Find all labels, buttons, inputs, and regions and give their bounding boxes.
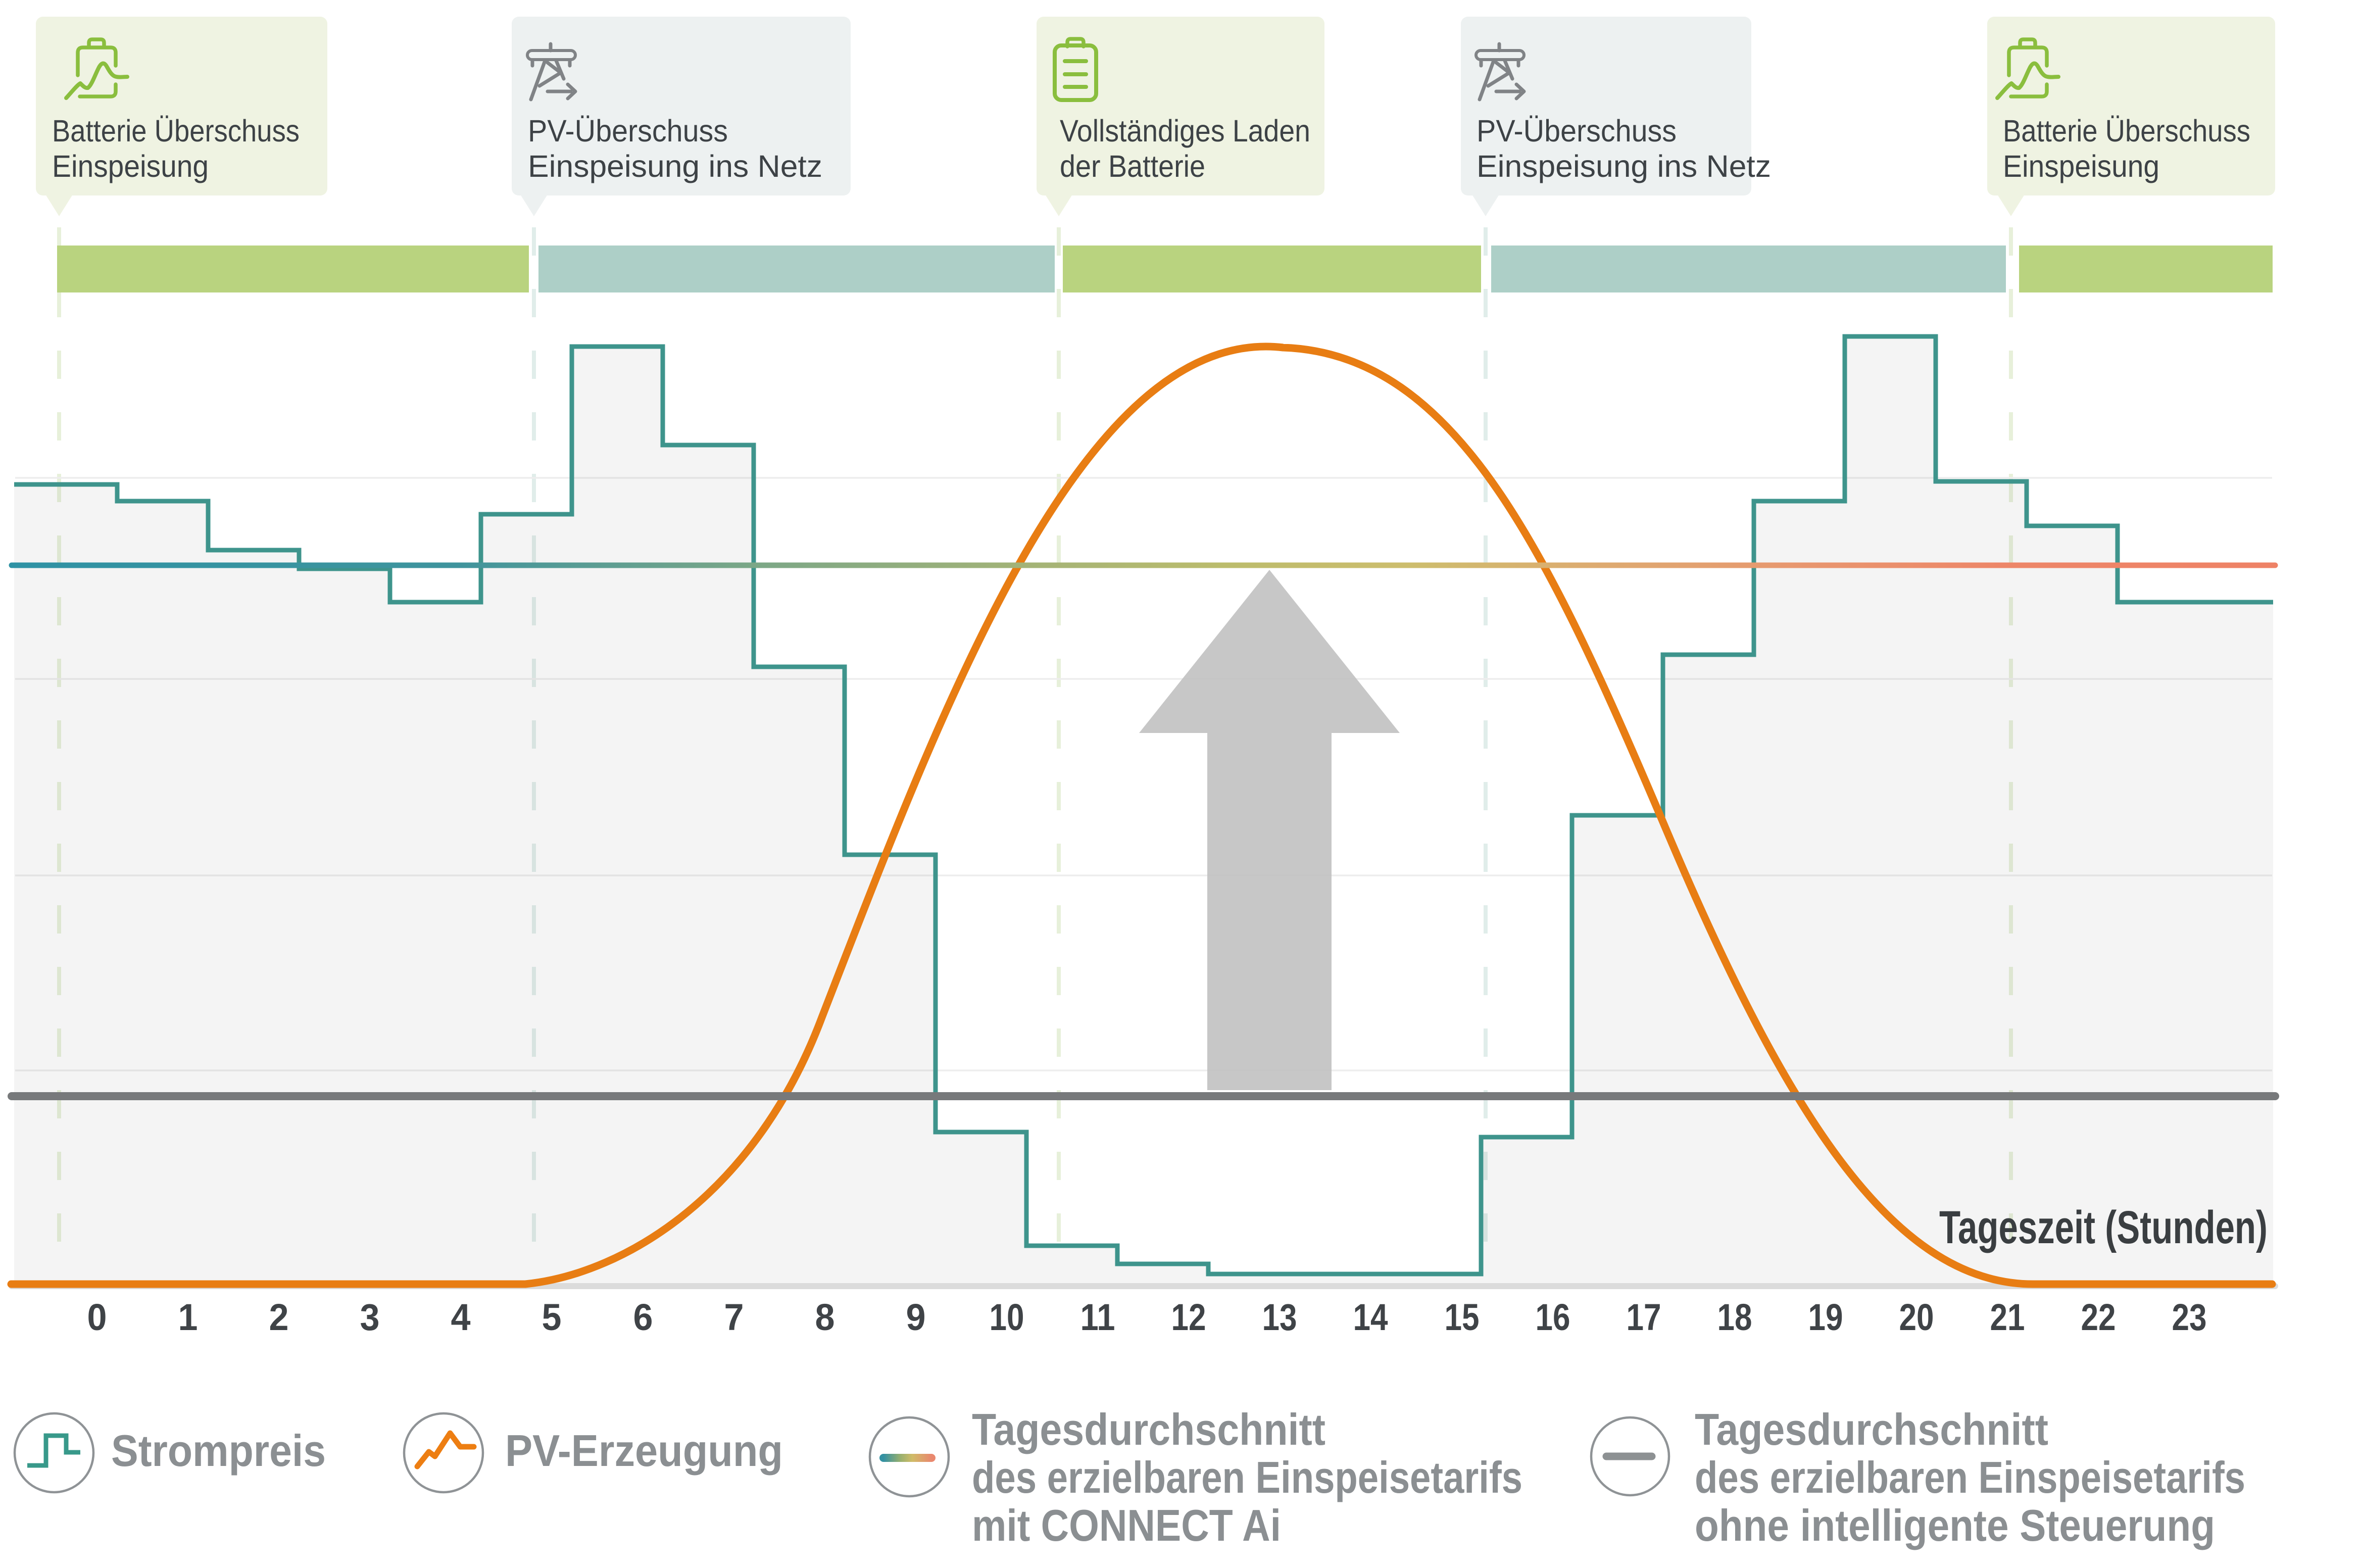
svg-text:4: 4	[451, 1296, 471, 1338]
svg-text:Strompreis: Strompreis	[111, 1426, 326, 1476]
svg-text:der Batterie: der Batterie	[1060, 149, 1205, 183]
svg-text:Batterie Überschuss: Batterie Überschuss	[52, 114, 300, 148]
svg-text:PV-Überschuss: PV-Überschuss	[1477, 114, 1677, 148]
svg-text:Einspeisung ins Netz: Einspeisung ins Netz	[528, 149, 822, 183]
svg-text:11: 11	[1080, 1296, 1115, 1338]
svg-text:17: 17	[1627, 1296, 1661, 1338]
svg-text:Einspeisung: Einspeisung	[52, 149, 209, 183]
svg-text:23: 23	[2172, 1296, 2207, 1338]
svg-text:5: 5	[542, 1296, 562, 1338]
svg-text:Batterie Überschuss: Batterie Überschuss	[2003, 114, 2250, 148]
svg-text:16: 16	[1536, 1296, 1570, 1338]
svg-text:Einspeisung ins Netz: Einspeisung ins Netz	[1477, 149, 1771, 183]
svg-text:des erzielbaren Einspeisetarif: des erzielbaren Einspeisetarifs	[1695, 1452, 2245, 1502]
svg-text:2: 2	[269, 1296, 289, 1338]
svg-text:6: 6	[633, 1296, 653, 1338]
svg-text:mit CONNECT Ai: mit CONNECT Ai	[972, 1500, 1281, 1550]
svg-text:8: 8	[815, 1296, 835, 1338]
svg-text:1: 1	[178, 1296, 198, 1338]
svg-text:Tageszeit (Stunden): Tageszeit (Stunden)	[1939, 1202, 2268, 1253]
svg-text:PV-Überschuss: PV-Überschuss	[528, 114, 728, 148]
svg-text:18: 18	[1717, 1296, 1752, 1338]
svg-text:9: 9	[906, 1296, 926, 1338]
svg-text:12: 12	[1171, 1296, 1206, 1338]
svg-text:0: 0	[87, 1296, 107, 1338]
svg-text:des erzielbaren Einspeisetarif: des erzielbaren Einspeisetarifs	[972, 1452, 1522, 1502]
svg-text:13: 13	[1262, 1296, 1297, 1338]
svg-text:14: 14	[1353, 1296, 1388, 1338]
svg-text:Vollständiges Laden: Vollständiges Laden	[1060, 114, 1310, 148]
svg-text:Einspeisung: Einspeisung	[2003, 149, 2159, 183]
svg-text:PV-Erzeugung: PV-Erzeugung	[505, 1426, 783, 1476]
svg-text:15: 15	[1445, 1296, 1480, 1338]
svg-text:ohne intelligente Steuerung: ohne intelligente Steuerung	[1695, 1500, 2215, 1550]
svg-text:10: 10	[990, 1296, 1024, 1338]
svg-text:7: 7	[724, 1296, 744, 1338]
svg-text:Tagesdurchschnitt: Tagesdurchschnitt	[972, 1404, 1325, 1454]
svg-text:22: 22	[2081, 1296, 2116, 1338]
svg-text:3: 3	[360, 1296, 380, 1338]
svg-text:Tagesdurchschnitt: Tagesdurchschnitt	[1695, 1404, 2048, 1454]
svg-text:21: 21	[1990, 1296, 2025, 1338]
svg-text:19: 19	[1808, 1296, 1843, 1338]
svg-text:20: 20	[1899, 1296, 1934, 1338]
